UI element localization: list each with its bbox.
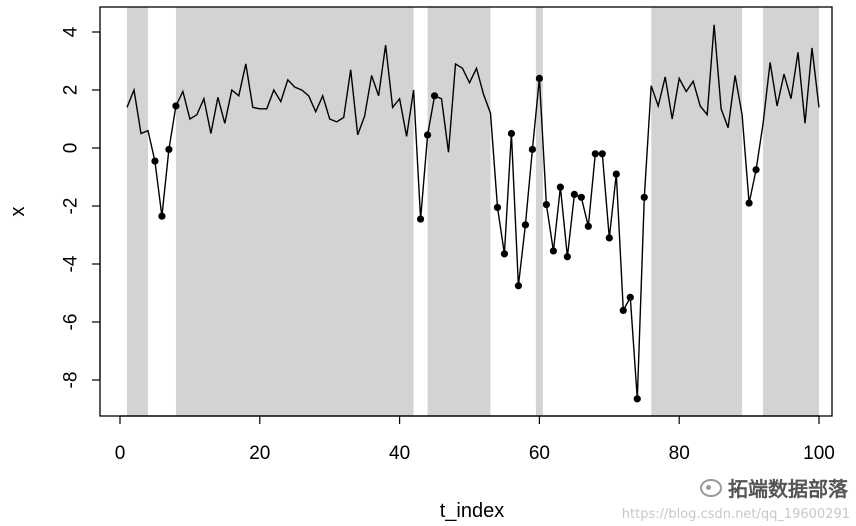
data-point xyxy=(745,199,753,207)
y-tick-label: -6 xyxy=(61,314,82,331)
y-tick-label: 0 xyxy=(61,143,82,154)
y-tick-label: -4 xyxy=(61,255,82,272)
shaded-region-1 xyxy=(175,7,414,416)
shaded-regions xyxy=(126,7,819,416)
watermark-brand: 拓端数据部落 xyxy=(728,477,848,501)
watermark-url: https://blog.csdn.net/qq_19600291 xyxy=(621,507,850,522)
data-point xyxy=(752,166,760,174)
data-point xyxy=(521,221,530,229)
data-point xyxy=(577,193,585,201)
watermark: 拓端数据部落 xyxy=(700,473,848,502)
x-tick-label: 0 xyxy=(115,443,126,464)
marked-points-group xyxy=(151,74,760,403)
data-point xyxy=(430,92,439,100)
data-point xyxy=(584,222,592,230)
data-point xyxy=(158,212,166,220)
data-point xyxy=(612,170,620,178)
y-tick-label: 4 xyxy=(61,26,82,37)
x-axis: 0 20 40 60 80 100 xyxy=(115,415,835,464)
shaded-region-3 xyxy=(535,7,543,416)
data-point xyxy=(416,215,425,223)
data-point xyxy=(493,203,502,212)
shaded-region-0 xyxy=(126,7,148,416)
data-point xyxy=(542,200,550,209)
data-point xyxy=(535,74,544,82)
data-point xyxy=(598,150,606,158)
y-axis-label: x xyxy=(7,207,29,217)
x-axis-label: t_index xyxy=(440,500,505,522)
data-point xyxy=(626,293,634,301)
x-tick-label: 40 xyxy=(389,443,410,464)
x-tick-label: 80 xyxy=(669,443,690,464)
x-tick-label: 60 xyxy=(529,443,550,464)
data-point xyxy=(640,193,648,201)
series-line xyxy=(126,24,820,399)
x-tick-label: 20 xyxy=(249,443,270,464)
data-point xyxy=(172,102,180,110)
data-point xyxy=(151,157,159,165)
y-tick-label: 2 xyxy=(61,85,82,96)
shaded-region-4 xyxy=(651,7,743,416)
data-point xyxy=(500,250,509,258)
data-point xyxy=(556,183,564,191)
shaded-region-2 xyxy=(427,7,491,416)
data-point xyxy=(423,131,432,139)
data-point xyxy=(528,145,537,154)
wechat-icon xyxy=(700,478,722,497)
series-line-group xyxy=(126,24,820,399)
y-tick-label: -8 xyxy=(61,372,82,389)
data-point xyxy=(570,190,578,198)
data-point xyxy=(514,282,523,290)
y-axis: -8 -6 -4 -2 0 2 4 xyxy=(61,26,101,389)
data-point xyxy=(165,145,173,154)
data-point xyxy=(605,234,613,242)
data-point xyxy=(549,247,557,255)
data-point xyxy=(507,129,516,138)
data-point xyxy=(619,306,627,314)
data-point xyxy=(563,253,571,261)
x-tick-label: 100 xyxy=(803,443,835,464)
y-tick-label: -2 xyxy=(61,198,82,215)
data-point xyxy=(633,395,641,403)
data-point xyxy=(591,150,599,158)
